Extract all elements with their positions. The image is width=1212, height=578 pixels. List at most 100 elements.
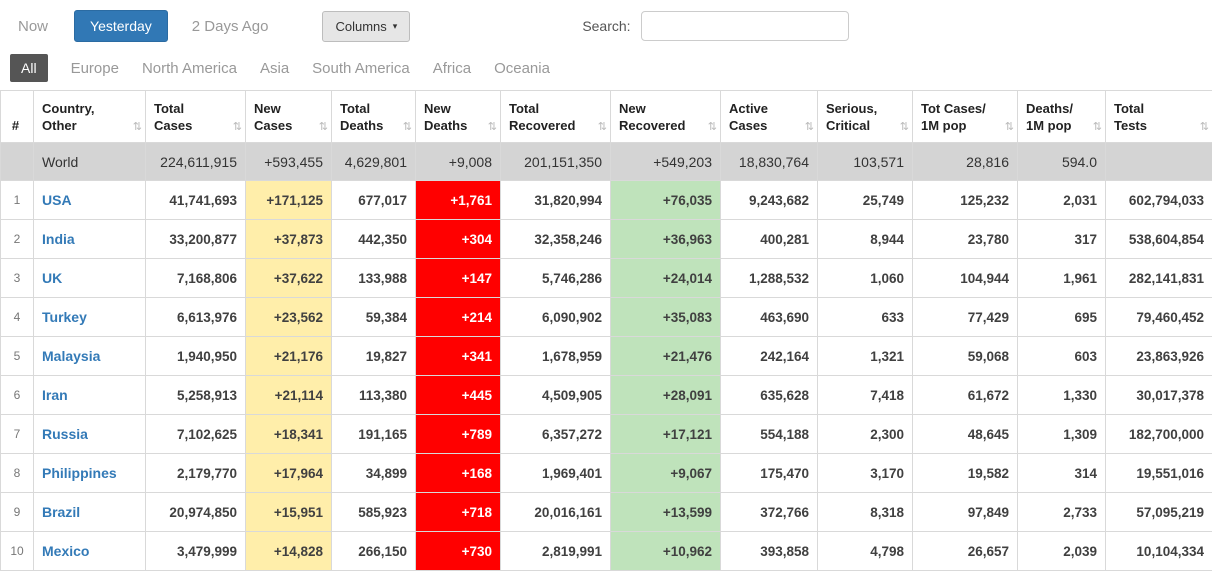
country-link[interactable]: Brazil bbox=[42, 504, 80, 520]
cell-total_tests: 602,794,033 bbox=[1106, 181, 1212, 220]
cell-serious_critical: 25,749 bbox=[818, 181, 913, 220]
header-total_cases[interactable]: TotalCases⇅ bbox=[146, 91, 246, 143]
now-button[interactable]: Now bbox=[18, 18, 48, 35]
cell-new_recovered: +35,083 bbox=[611, 298, 721, 337]
header-active_cases[interactable]: ActiveCases⇅ bbox=[721, 91, 818, 143]
cell-new_deaths: +718 bbox=[416, 493, 501, 532]
cell-total_recovered: 6,090,902 bbox=[501, 298, 611, 337]
cell-rank: 2 bbox=[1, 220, 34, 259]
search-area: Search: bbox=[582, 11, 848, 41]
tab-all[interactable]: All bbox=[10, 54, 48, 82]
two-days-ago-button[interactable]: 2 Days Ago bbox=[192, 18, 269, 35]
cell-total_deaths: 585,923 bbox=[332, 493, 416, 532]
header-deaths_1m[interactable]: Deaths/1M pop⇅ bbox=[1018, 91, 1106, 143]
table-row: 6Iran5,258,913+21,114113,380+4454,509,90… bbox=[1, 376, 1212, 415]
cell-total_cases: 6,613,976 bbox=[146, 298, 246, 337]
cell-deaths_1m: 603 bbox=[1018, 337, 1106, 376]
cell-rank: 7 bbox=[1, 415, 34, 454]
header-country[interactable]: Country,Other⇅ bbox=[34, 91, 146, 143]
tab-north-america[interactable]: North America bbox=[142, 60, 237, 77]
cell-active_cases: 18,830,764 bbox=[721, 143, 818, 181]
country-link[interactable]: Turkey bbox=[42, 309, 87, 325]
cell-new_recovered: +24,014 bbox=[611, 259, 721, 298]
country-link[interactable]: USA bbox=[42, 192, 72, 208]
cell-deaths_1m: 314 bbox=[1018, 454, 1106, 493]
cell-deaths_1m: 1,309 bbox=[1018, 415, 1106, 454]
sort-icon: ⇅ bbox=[1200, 120, 1209, 134]
columns-dropdown-label: Columns bbox=[335, 19, 386, 34]
header-new_deaths[interactable]: NewDeaths⇅ bbox=[416, 91, 501, 143]
cell-rank: 5 bbox=[1, 337, 34, 376]
header-serious_critical[interactable]: Serious,Critical⇅ bbox=[818, 91, 913, 143]
cell-new_recovered: +76,035 bbox=[611, 181, 721, 220]
cell-total_deaths: 34,899 bbox=[332, 454, 416, 493]
country-link[interactable]: Iran bbox=[42, 387, 68, 403]
tab-oceania[interactable]: Oceania bbox=[494, 60, 550, 77]
cell-rank: 1 bbox=[1, 181, 34, 220]
cell-new_cases: +21,114 bbox=[246, 376, 332, 415]
cell-tot_cases_1m: 125,232 bbox=[913, 181, 1018, 220]
cell-tot_cases_1m: 28,816 bbox=[913, 143, 1018, 181]
header-tot_cases_1m[interactable]: Tot Cases/1M pop⇅ bbox=[913, 91, 1018, 143]
country-link[interactable]: Philippines bbox=[42, 465, 117, 481]
header-new_cases[interactable]: NewCases⇅ bbox=[246, 91, 332, 143]
header-row: #Country,Other⇅TotalCases⇅NewCases⇅Total… bbox=[1, 91, 1212, 143]
cell-new_cases: +37,622 bbox=[246, 259, 332, 298]
cell-total_recovered: 5,746,286 bbox=[501, 259, 611, 298]
covid-stats-table: #Country,Other⇅TotalCases⇅NewCases⇅Total… bbox=[0, 90, 1212, 571]
table-row: 1USA41,741,693+171,125677,017+1,76131,82… bbox=[1, 181, 1212, 220]
country-link[interactable]: Malaysia bbox=[42, 348, 100, 364]
search-input[interactable] bbox=[641, 11, 849, 41]
header-new_recovered[interactable]: NewRecovered⇅ bbox=[611, 91, 721, 143]
caret-down-icon: ▾ bbox=[393, 21, 398, 32]
cell-new_cases: +15,951 bbox=[246, 493, 332, 532]
header-rank[interactable]: # bbox=[1, 91, 34, 143]
cell-total_deaths: 59,384 bbox=[332, 298, 416, 337]
cell-total_cases: 2,179,770 bbox=[146, 454, 246, 493]
cell-total_deaths: 191,165 bbox=[332, 415, 416, 454]
cell-tot_cases_1m: 104,944 bbox=[913, 259, 1018, 298]
cell-active_cases: 554,188 bbox=[721, 415, 818, 454]
tab-europe[interactable]: Europe bbox=[71, 60, 119, 77]
tab-africa[interactable]: Africa bbox=[433, 60, 471, 77]
header-total_recovered[interactable]: TotalRecovered⇅ bbox=[501, 91, 611, 143]
cell-total_deaths: 677,017 bbox=[332, 181, 416, 220]
cell-total_tests: 23,863,926 bbox=[1106, 337, 1212, 376]
cell-new_cases: +171,125 bbox=[246, 181, 332, 220]
cell-country: India bbox=[34, 220, 146, 259]
cell-new_deaths: +9,008 bbox=[416, 143, 501, 181]
cell-total_recovered: 2,819,991 bbox=[501, 532, 611, 571]
cell-deaths_1m: 317 bbox=[1018, 220, 1106, 259]
cell-total_deaths: 113,380 bbox=[332, 376, 416, 415]
header-total_deaths[interactable]: TotalDeaths⇅ bbox=[332, 91, 416, 143]
tab-south-america[interactable]: South America bbox=[312, 60, 410, 77]
cell-total_cases: 7,168,806 bbox=[146, 259, 246, 298]
country-link[interactable]: Mexico bbox=[42, 543, 89, 559]
table-row: 2India33,200,877+37,873442,350+30432,358… bbox=[1, 220, 1212, 259]
columns-dropdown-button[interactable]: Columns ▾ bbox=[322, 11, 410, 42]
cell-tot_cases_1m: 77,429 bbox=[913, 298, 1018, 337]
cell-tot_cases_1m: 97,849 bbox=[913, 493, 1018, 532]
cell-new_cases: +14,828 bbox=[246, 532, 332, 571]
sort-icon: ⇅ bbox=[900, 120, 909, 134]
cell-total_tests: 57,095,219 bbox=[1106, 493, 1212, 532]
cell-rank: 10 bbox=[1, 532, 34, 571]
country-link[interactable]: Russia bbox=[42, 426, 88, 442]
table-row: 10Mexico3,479,999+14,828266,150+7302,819… bbox=[1, 532, 1212, 571]
cell-total_deaths: 4,629,801 bbox=[332, 143, 416, 181]
cell-new_deaths: +214 bbox=[416, 298, 501, 337]
table-row: 5Malaysia1,940,950+21,17619,827+3411,678… bbox=[1, 337, 1212, 376]
tab-asia[interactable]: Asia bbox=[260, 60, 289, 77]
country-link[interactable]: India bbox=[42, 231, 75, 247]
cell-deaths_1m: 1,330 bbox=[1018, 376, 1106, 415]
cell-new_recovered: +36,963 bbox=[611, 220, 721, 259]
cell-country: UK bbox=[34, 259, 146, 298]
cell-country: Iran bbox=[34, 376, 146, 415]
cell-total_cases: 33,200,877 bbox=[146, 220, 246, 259]
yesterday-button[interactable]: Yesterday bbox=[74, 10, 168, 42]
world-row: World224,611,915+593,4554,629,801+9,0082… bbox=[1, 143, 1212, 181]
country-link[interactable]: UK bbox=[42, 270, 62, 286]
cell-total_cases: 7,102,625 bbox=[146, 415, 246, 454]
cell-active_cases: 242,164 bbox=[721, 337, 818, 376]
header-total_tests[interactable]: TotalTests⇅ bbox=[1106, 91, 1212, 143]
